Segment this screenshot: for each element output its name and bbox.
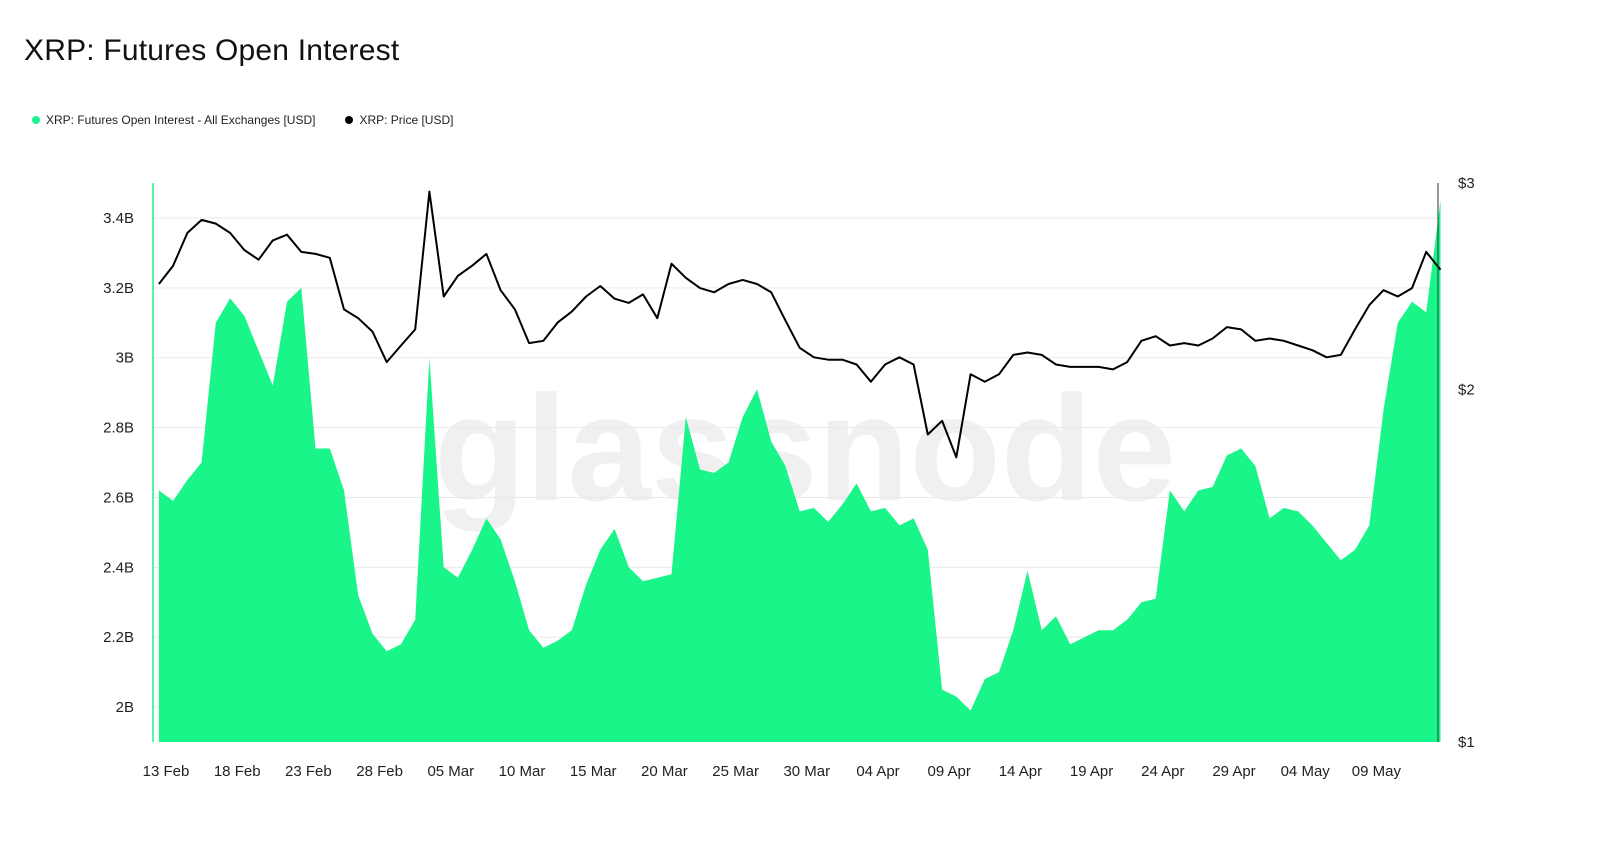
y-left-tick-label: 3B bbox=[116, 350, 134, 367]
y-axis-left: 2B 2.2B 2.4B 2.6B 2.8B 3B 3.2B 3.4B bbox=[103, 210, 134, 716]
x-tick-label: 24 Apr bbox=[1141, 763, 1184, 780]
x-tick-label: 28 Feb bbox=[356, 763, 403, 780]
x-tick-label: 14 Apr bbox=[999, 763, 1042, 780]
legend-item-open-interest[interactable]: XRP: Futures Open Interest - All Exchang… bbox=[32, 113, 315, 127]
x-tick-label: 09 May bbox=[1352, 763, 1402, 780]
x-tick-label: 05 Mar bbox=[427, 763, 474, 780]
y-right-tick-label: $1 bbox=[1458, 734, 1475, 751]
x-tick-label: 29 Apr bbox=[1212, 763, 1255, 780]
y-left-tick-label: 2.8B bbox=[103, 420, 134, 437]
x-tick-label: 18 Feb bbox=[214, 763, 261, 780]
y-right-tick-label: $2 bbox=[1458, 381, 1475, 398]
x-tick-label: 09 Apr bbox=[928, 763, 971, 780]
y-left-tick-label: 2B bbox=[116, 699, 134, 716]
y-left-tick-label: 2.4B bbox=[103, 559, 134, 576]
x-tick-label: 04 May bbox=[1281, 763, 1331, 780]
y-left-tick-label: 2.2B bbox=[103, 629, 134, 646]
axes bbox=[152, 183, 1439, 742]
price-line bbox=[158, 190, 1442, 459]
x-tick-label: 13 Feb bbox=[143, 763, 190, 780]
x-tick-label: 15 Mar bbox=[570, 763, 617, 780]
y-left-tick-label: 2.6B bbox=[103, 489, 134, 506]
y-axis-right: $1 $2 $3 bbox=[1458, 175, 1475, 751]
legend: XRP: Futures Open Interest - All Exchang… bbox=[32, 113, 453, 127]
legend-label-price: XRP: Price [USD] bbox=[359, 113, 454, 127]
x-tick-label: 23 Feb bbox=[285, 763, 332, 780]
legend-swatch-price bbox=[345, 116, 354, 124]
y-left-tick-label: 3.4B bbox=[103, 210, 134, 227]
x-tick-label: 10 Mar bbox=[499, 763, 546, 780]
x-tick-label: 30 Mar bbox=[783, 763, 830, 780]
open-interest-area bbox=[158, 200, 1441, 742]
watermark: glassnode bbox=[434, 364, 1176, 532]
x-axis: 13 Feb 18 Feb 23 Feb 28 Feb 05 Mar 10 Mar 15 M… bbox=[143, 763, 1402, 780]
x-tick-label: 20 Mar bbox=[641, 763, 688, 780]
price-series bbox=[158, 190, 1442, 459]
chart-title: XRP: Futures Open Interest bbox=[24, 34, 400, 67]
open-interest-series bbox=[158, 200, 1441, 742]
legend-item-price[interactable]: XRP: Price [USD] bbox=[345, 113, 453, 127]
legend-swatch-open-interest bbox=[32, 116, 40, 124]
x-tick-label: 04 Apr bbox=[856, 763, 899, 780]
y-left-tick-label: 3.2B bbox=[103, 280, 134, 297]
x-tick-label: 25 Mar bbox=[712, 763, 759, 780]
legend-label-open-interest: XRP: Futures Open Interest - All Exchang… bbox=[46, 113, 316, 127]
y-right-tick-label: $3 bbox=[1458, 175, 1475, 192]
x-tick-label: 19 Apr bbox=[1070, 763, 1113, 780]
